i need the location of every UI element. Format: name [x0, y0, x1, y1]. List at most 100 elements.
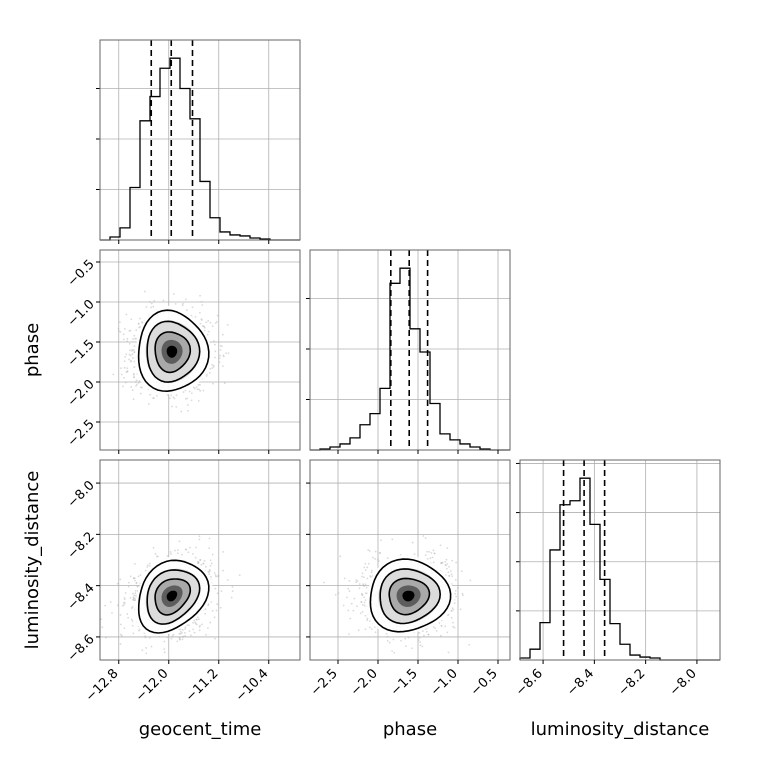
density-level: [166, 590, 178, 602]
scatter-point: [171, 405, 173, 408]
scatter-point: [136, 584, 139, 587]
scatter-point: [145, 652, 148, 655]
scatter-point: [439, 634, 442, 637]
scatter-point: [199, 559, 201, 561]
scatter-point: [199, 624, 201, 627]
scatter-point: [141, 321, 143, 323]
scatter-point: [180, 410, 183, 413]
scatter-point: [392, 638, 395, 641]
scatter-point: [120, 623, 122, 626]
scatter-point: [193, 619, 196, 622]
scatter-point: [361, 594, 364, 597]
scatter-point: [137, 575, 140, 578]
scatter-point: [130, 386, 133, 388]
scatter-point: [211, 553, 214, 556]
scatter-point: [446, 563, 449, 565]
scatter-point: [126, 367, 129, 370]
scatter-point: [182, 302, 184, 305]
y-tick-label: −8.2: [65, 529, 98, 562]
scatter-point: [210, 575, 212, 578]
scatter-point: [192, 621, 194, 624]
scatter-point: [199, 294, 201, 297]
scatter-point: [196, 388, 199, 391]
scatter-point: [417, 639, 420, 642]
y-tick-label: −8.6: [65, 632, 98, 665]
scatter-point: [138, 380, 141, 382]
scatter-point: [361, 604, 364, 606]
scatter-point: [418, 631, 421, 634]
scatter-point: [200, 318, 203, 321]
scatter-point: [187, 551, 190, 554]
scatter-point: [199, 383, 201, 386]
scatter-point: [198, 618, 200, 621]
scatter-point: [207, 627, 209, 630]
scatter-point: [139, 574, 142, 577]
scatter-point: [216, 575, 219, 578]
scatter-point: [184, 298, 187, 301]
panel-frame: [519, 459, 721, 661]
contour-2: [154, 578, 192, 616]
contour-1: [146, 320, 201, 383]
x-tick-label: −12.8: [83, 666, 122, 705]
scatter-point: [454, 592, 457, 595]
scatter-point: [432, 549, 435, 552]
scatter-point: [362, 576, 365, 579]
scatter-point: [422, 630, 424, 633]
scatter-point: [219, 344, 222, 347]
scatter-point: [451, 575, 454, 578]
scatter-point: [134, 589, 137, 592]
scatter-point: [135, 384, 137, 387]
scatter-point: [214, 637, 216, 640]
scatter-point: [349, 617, 352, 620]
scatter-point: [358, 583, 361, 585]
contour-1: [379, 568, 442, 625]
scatter-point: [219, 348, 222, 351]
scatter-point: [153, 299, 156, 302]
scatter-point: [461, 594, 464, 597]
scatter-point: [426, 550, 429, 553]
scatter-point: [127, 581, 130, 584]
scatter-point: [172, 396, 175, 399]
scatter-point: [207, 330, 210, 333]
scatter-point: [131, 605, 134, 608]
scatter-point: [163, 651, 166, 654]
scatter-point: [431, 556, 434, 559]
scatter-point: [167, 394, 169, 397]
scatter-point: [214, 356, 216, 359]
scatter-point: [423, 634, 425, 637]
scatter-point: [123, 366, 126, 369]
scatter-point: [132, 398, 135, 401]
scatter-point: [131, 620, 134, 622]
scatter-point: [149, 636, 151, 639]
scatter-point: [460, 570, 463, 573]
scatter-point: [146, 566, 149, 568]
scatter-point: [141, 649, 144, 652]
scatter-point: [120, 373, 123, 376]
scatter-point: [348, 633, 350, 635]
histogram-panel-luminosity_distance: [516, 459, 721, 661]
scatter-point: [203, 559, 206, 562]
scatter-point: [209, 367, 212, 370]
scatter-point: [197, 399, 200, 402]
scatter-point: [182, 391, 185, 394]
scatter-point: [198, 388, 200, 391]
scatter-point: [181, 638, 184, 641]
scatter-point: [182, 636, 184, 638]
scatter-point: [238, 574, 241, 577]
y-axis-label-luminosity_distance: luminosity_distance: [22, 471, 43, 650]
scatter-point: [148, 300, 151, 303]
scatter-point: [364, 569, 367, 572]
scatter-point: [366, 619, 369, 621]
scatter-point: [178, 638, 181, 641]
scatter-point: [355, 581, 358, 584]
scatter-point: [411, 541, 414, 544]
scatter-point: [372, 556, 374, 559]
scatter-point: [119, 331, 122, 333]
scatter-point: [198, 311, 201, 314]
scatter-point: [226, 579, 229, 581]
scatter-point: [361, 572, 364, 575]
scatter-point: [348, 579, 351, 582]
scatter-point: [365, 586, 368, 589]
scatter-point: [135, 594, 137, 597]
scatter-point: [357, 629, 360, 632]
